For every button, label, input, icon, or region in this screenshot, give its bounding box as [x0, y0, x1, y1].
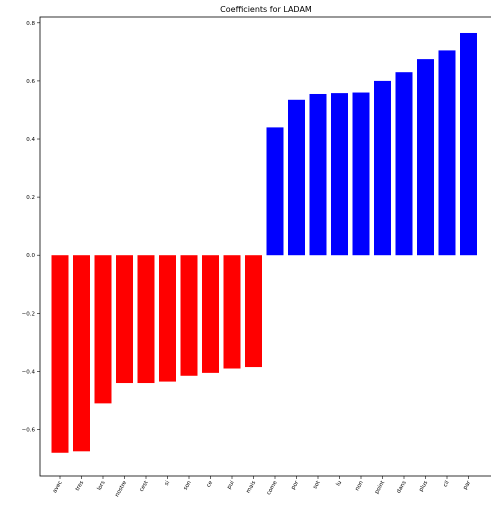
bar-ce	[202, 255, 219, 373]
bar-cest	[137, 255, 155, 384]
bar-si	[159, 255, 176, 382]
chart-title: Coefficients for LADAM	[220, 5, 312, 14]
x-tick-label-non: non	[354, 480, 365, 492]
bar-lors	[94, 255, 112, 404]
x-tick-label-ce: ce	[206, 479, 215, 488]
x-tick-label-pui: pui	[226, 480, 236, 491]
bar-dans	[395, 72, 413, 256]
x-tick-label-avec: avec	[52, 480, 64, 494]
bar-par	[460, 32, 477, 256]
bar-point	[374, 80, 391, 256]
x-tick-label-tres: tres	[75, 480, 86, 492]
x-tick-label-si: si	[164, 480, 172, 487]
bar-nostre	[116, 255, 133, 384]
y-tick-label: −0.2	[22, 311, 35, 317]
x-tick-label-son: son	[183, 480, 193, 492]
y-tick-label: 0.6	[26, 79, 35, 85]
bar-plus	[417, 59, 434, 256]
bar-cil	[438, 50, 456, 256]
y-tick-label: 0.2	[26, 195, 35, 201]
y-tick-label: −0.6	[22, 428, 36, 434]
bar-mais	[245, 255, 262, 368]
x-tick-label-mais: mais	[245, 480, 257, 494]
bar-pui	[223, 255, 241, 369]
bar-come	[266, 127, 284, 256]
y-tick-label: 0.4	[26, 137, 35, 143]
x-tick-label-sot: sot	[312, 479, 322, 490]
bar-avec	[51, 255, 69, 453]
x-tick-label-lu: lu	[336, 480, 344, 487]
x-axis: avec tres lors nostre cest si son ce pui mais come…	[52, 476, 473, 498]
bars	[51, 32, 477, 453]
y-axis: −0.6 −0.4 −0.2 0.0 0.2 0.4 0.6 0.8	[22, 21, 40, 434]
x-tick-label-cest: cest	[139, 479, 150, 493]
y-tick-label: 0.8	[26, 21, 35, 27]
bar-non	[352, 92, 370, 256]
x-tick-label-point: point	[374, 479, 387, 495]
bar-sot	[309, 93, 327, 256]
plot-area-frame	[39, 16, 491, 477]
x-tick-label-nostre: nostre	[114, 479, 128, 498]
x-tick-label-lors: lors	[97, 480, 107, 492]
x-tick-label-par: par	[462, 479, 472, 491]
y-tick-label: −0.4	[22, 369, 36, 375]
x-tick-label-cil: cil	[442, 480, 450, 489]
bar-tres	[73, 255, 90, 452]
bar-son	[180, 255, 198, 376]
x-tick-label-come: come	[266, 479, 279, 496]
x-tick-label-plus: plus	[418, 480, 429, 493]
x-tick-label-por: por	[290, 479, 300, 491]
y-tick-label: 0.0	[26, 253, 35, 259]
x-tick-label-dans: dans	[396, 480, 408, 495]
bar-lu	[331, 93, 348, 256]
bar-por	[288, 99, 305, 256]
